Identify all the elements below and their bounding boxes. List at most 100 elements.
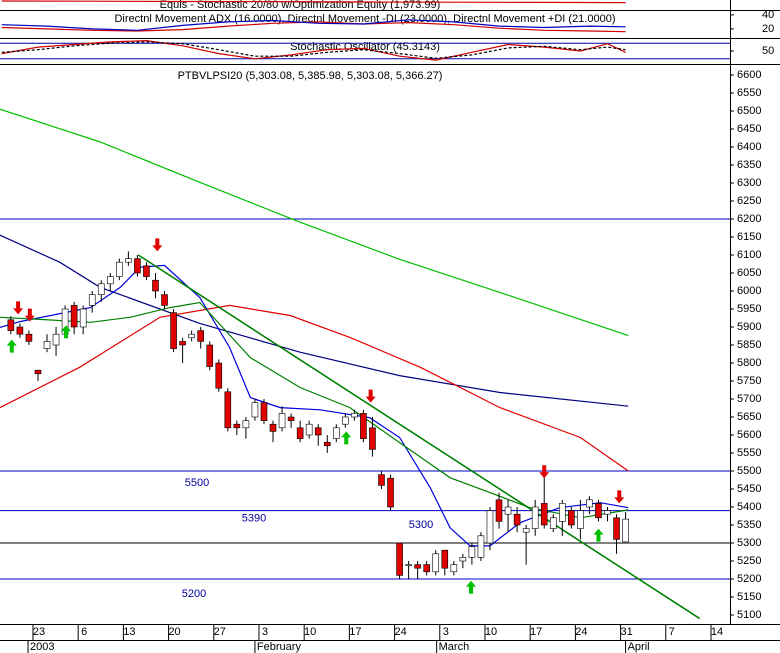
candle-body xyxy=(332,427,340,439)
candle-body xyxy=(188,333,195,339)
candle-body xyxy=(323,441,331,447)
candle-body xyxy=(586,499,593,508)
candle-body xyxy=(206,344,214,367)
y-tick-label: 6100 xyxy=(737,249,761,261)
y-tick-label: 5200 xyxy=(737,573,761,585)
signal-arrow xyxy=(60,325,71,339)
candle-body xyxy=(369,427,376,450)
moving-average xyxy=(0,301,629,519)
candle-body xyxy=(7,319,15,331)
series-line xyxy=(1,19,626,31)
candle-body xyxy=(396,542,403,576)
candle-body xyxy=(568,510,575,526)
candle-body xyxy=(143,265,150,277)
signal-arrow xyxy=(152,238,163,252)
y-tick-label: 6350 xyxy=(737,159,761,171)
candle-body xyxy=(559,503,566,522)
candle-body xyxy=(477,535,485,558)
y-tick-label: 5350 xyxy=(737,519,761,531)
month-label: April xyxy=(628,641,650,653)
y-tick-label: 5850 xyxy=(737,339,761,351)
y-tick-label: 6550 xyxy=(737,87,761,99)
y-tick-label: 5750 xyxy=(737,375,761,387)
level-label: 5300 xyxy=(409,519,433,531)
candle-body xyxy=(125,258,132,263)
signal-arrow xyxy=(539,465,550,479)
candle-body xyxy=(522,528,530,533)
candle-body xyxy=(215,362,223,389)
level-label: 5500 xyxy=(185,477,209,489)
series-line xyxy=(1,0,626,4)
x-tick-label: 10 xyxy=(485,626,497,638)
signal-arrow xyxy=(614,490,625,504)
x-tick-label: 20 xyxy=(168,626,180,638)
candle-body xyxy=(16,326,24,335)
candle-body xyxy=(622,518,629,543)
y-tick-label: 6600 xyxy=(737,69,761,81)
candle-body xyxy=(278,413,286,429)
month-label: March xyxy=(439,641,470,653)
candle-body xyxy=(486,510,494,544)
x-tick-label: 23 xyxy=(33,626,45,638)
candle-body xyxy=(549,517,557,529)
y-tick-label: 50 xyxy=(762,45,774,57)
candle-body xyxy=(106,276,114,285)
candle-body xyxy=(495,499,503,522)
signal-arrow xyxy=(6,339,17,353)
signal-arrow xyxy=(593,528,604,542)
trendline xyxy=(137,254,701,620)
y-tick-label: 5950 xyxy=(737,303,761,315)
candle-body xyxy=(25,333,33,342)
candle-body xyxy=(79,308,87,328)
candle-body xyxy=(342,416,349,425)
y-tick-label: 5500 xyxy=(737,465,761,477)
y-tick-label: 6400 xyxy=(737,141,761,153)
signal-arrow xyxy=(365,389,376,403)
candle-body xyxy=(387,477,394,508)
x-tick-label: 6 xyxy=(81,626,87,638)
y-tick-label: 5250 xyxy=(737,555,761,567)
signal-arrow xyxy=(13,301,24,315)
candle-body xyxy=(405,564,412,566)
y-tick-label: 5400 xyxy=(737,501,761,513)
month-label: February xyxy=(257,641,302,653)
candle-body xyxy=(224,391,232,429)
candle-body xyxy=(504,506,512,515)
panel-title: Equis - Stochastic 20/80 w/Optimization … xyxy=(160,0,441,11)
x-tick-label: 13 xyxy=(123,626,135,638)
y-tick-label: 5700 xyxy=(737,393,761,405)
candle-body xyxy=(351,413,358,418)
candle-body xyxy=(459,557,467,562)
series-line xyxy=(1,41,626,59)
signal-arrow xyxy=(465,580,476,594)
candle-body xyxy=(197,330,204,342)
candle-body xyxy=(423,564,430,573)
y-tick-label: 6450 xyxy=(737,123,761,135)
candle-body xyxy=(287,416,295,421)
candle-body xyxy=(170,312,177,349)
candle-body xyxy=(450,564,458,573)
y-tick-label: 5900 xyxy=(737,321,761,333)
month-label: 2003 xyxy=(30,641,54,653)
candle-body xyxy=(116,261,123,277)
y-tick-label: 5450 xyxy=(737,483,761,495)
y-tick-label: 6000 xyxy=(737,285,761,297)
y-tick-label: 5150 xyxy=(737,591,761,603)
x-tick-label: 17 xyxy=(530,626,542,638)
y-tick-label: 5650 xyxy=(737,411,761,423)
y-tick-label: 5100 xyxy=(737,609,761,621)
candle-body xyxy=(269,423,277,432)
x-tick-label: 10 xyxy=(304,626,316,638)
x-tick-label: 24 xyxy=(575,626,587,638)
y-tick-label: 5300 xyxy=(737,537,761,549)
candle-body xyxy=(305,423,313,436)
level-label: 5200 xyxy=(182,588,206,600)
y-tick-label: 5600 xyxy=(737,429,761,441)
x-tick-label: 17 xyxy=(349,626,361,638)
series-line xyxy=(1,39,626,61)
y-tick-label: 6200 xyxy=(737,213,761,225)
candle-body xyxy=(152,279,159,292)
y-tick-label: 6050 xyxy=(737,267,761,279)
